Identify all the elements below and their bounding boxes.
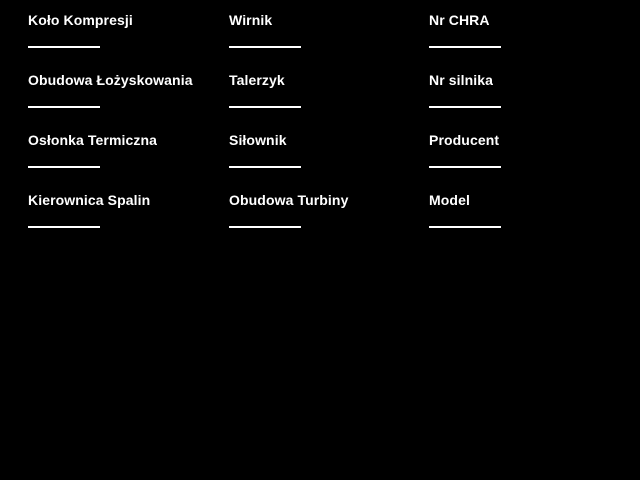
field-group-oslonka-termiczna[interactable]: Osłonka Termiczna: [28, 132, 218, 192]
field-label: Nr CHRA: [429, 12, 490, 28]
field-blank-line[interactable]: [229, 226, 301, 228]
field-label: Obudowa Turbiny: [229, 192, 349, 208]
field-group-nr-silnika[interactable]: Nr silnika: [429, 72, 619, 132]
field-blank-line[interactable]: [28, 166, 100, 168]
field-label: Model: [429, 192, 470, 208]
field-label: Kierownica Spalin: [28, 192, 151, 208]
field-blank-line[interactable]: [229, 166, 301, 168]
field-label: Producent: [429, 132, 500, 148]
field-label: Wirnik: [229, 12, 273, 28]
field-group-kierownica-spalin[interactable]: Kierownica Spalin: [28, 192, 218, 252]
field-group-obudowa-turbiny[interactable]: Obudowa Turbiny: [229, 192, 419, 252]
field-label: Koło Kompresji: [28, 12, 133, 28]
field-blank-line[interactable]: [429, 106, 501, 108]
field-blank-line[interactable]: [229, 46, 301, 48]
field-group-wirnik[interactable]: Wirnik: [229, 12, 419, 72]
field-group-nr-chra[interactable]: Nr CHRA: [429, 12, 619, 72]
field-group-silownik[interactable]: Siłownik: [229, 132, 419, 192]
field-label: Siłownik: [229, 132, 287, 148]
field-group-kolo-kompresji[interactable]: Koło Kompresji: [28, 12, 218, 72]
field-blank-line[interactable]: [28, 46, 100, 48]
field-label: Nr silnika: [429, 72, 494, 88]
field-blank-line[interactable]: [429, 226, 501, 228]
field-group-producent[interactable]: Producent: [429, 132, 619, 192]
field-blank-line[interactable]: [229, 106, 301, 108]
field-label: Talerzyk: [229, 72, 285, 88]
field-group-talerzyk[interactable]: Talerzyk: [229, 72, 419, 132]
field-label: Obudowa Łożyskowania: [28, 72, 193, 88]
field-blank-line[interactable]: [28, 226, 100, 228]
field-group-obudowa-lozyskowania[interactable]: Obudowa Łożyskowania: [28, 72, 218, 132]
field-group-model[interactable]: Model: [429, 192, 619, 252]
field-grid: Koło Kompresji Obudowa Łożyskowania Osło…: [28, 12, 619, 228]
field-blank-line[interactable]: [429, 166, 501, 168]
field-blank-line[interactable]: [429, 46, 501, 48]
field-label: Osłonka Termiczna: [28, 132, 158, 148]
field-blank-line[interactable]: [28, 106, 100, 108]
